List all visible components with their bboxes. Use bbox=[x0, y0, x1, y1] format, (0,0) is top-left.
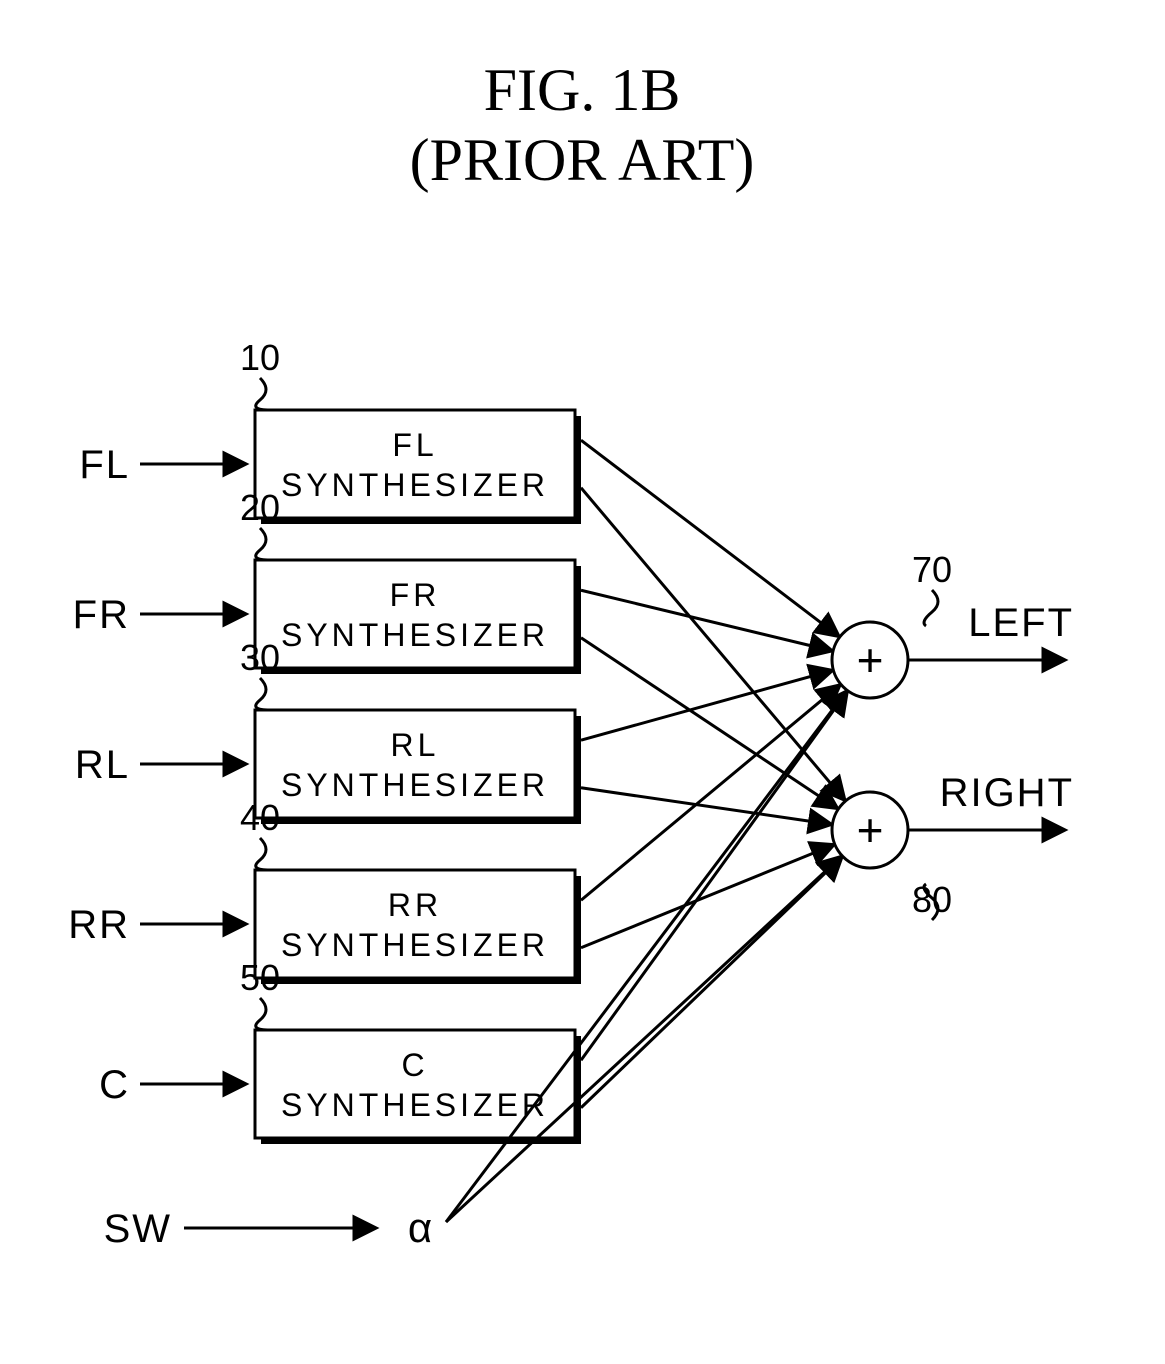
figure-title-line-2: (PRIOR ART) bbox=[410, 127, 755, 193]
signal-edge bbox=[581, 788, 830, 824]
input-label: RL bbox=[75, 743, 130, 787]
reference-number: 10 bbox=[240, 337, 280, 378]
synth-block-line1: RR bbox=[388, 887, 442, 923]
reference-number: 30 bbox=[240, 637, 280, 678]
synth-block: RR SYNTHESIZER RR 40 bbox=[68, 797, 581, 984]
synthesizer-blocks: FL SYNTHESIZER FL 10 FR SYNTHESIZER FR 20 RL SYNT… bbox=[68, 337, 581, 1144]
adder-symbol: + bbox=[857, 804, 884, 856]
synth-block-line2: SYNTHESIZER bbox=[281, 467, 549, 503]
synth-block-line2: SYNTHESIZER bbox=[281, 927, 549, 963]
alpha-symbol: α bbox=[408, 1204, 432, 1251]
adder-symbol: + bbox=[857, 634, 884, 686]
signal-edge bbox=[581, 590, 831, 650]
synth-block: C SYNTHESIZER C 50 bbox=[99, 957, 581, 1144]
signal-edge bbox=[581, 692, 847, 1060]
adder: +80RIGHT bbox=[832, 771, 1074, 920]
input-label: RR bbox=[68, 903, 130, 947]
input-label: FL bbox=[79, 443, 130, 487]
signal-edge bbox=[581, 671, 831, 741]
adders: +70 LEFT +80RIGHT bbox=[832, 549, 1074, 920]
adder: +70 LEFT bbox=[832, 549, 1074, 698]
synth-block-line1: FL bbox=[392, 427, 437, 463]
synth-block-line1: C bbox=[401, 1047, 428, 1083]
synth-block-line2: SYNTHESIZER bbox=[281, 617, 549, 653]
figure-title: FIG. 1B (PRIOR ART) bbox=[410, 57, 755, 193]
synth-block-line2: SYNTHESIZER bbox=[281, 767, 549, 803]
signal-edge bbox=[581, 845, 833, 948]
figure-title-line-1: FIG. 1B bbox=[484, 57, 681, 123]
reference-number: 40 bbox=[240, 797, 280, 838]
reference-number: 20 bbox=[240, 487, 280, 528]
input-label: C bbox=[99, 1063, 130, 1107]
signal-edge bbox=[581, 440, 838, 636]
input-label: FR bbox=[73, 593, 130, 637]
synth-block-line1: RL bbox=[391, 727, 440, 763]
sw-input: SW α bbox=[104, 1204, 433, 1251]
synth-block: FL SYNTHESIZER FL 10 bbox=[79, 337, 581, 524]
synth-block-line2: SYNTHESIZER bbox=[281, 1087, 549, 1123]
synth-block-line1: FR bbox=[390, 577, 441, 613]
signal-edge bbox=[581, 638, 837, 808]
input-label: SW bbox=[104, 1207, 172, 1251]
output-label: RIGHT bbox=[940, 771, 1074, 815]
reference-number: 70 bbox=[912, 549, 952, 590]
reference-number: 50 bbox=[240, 957, 280, 998]
output-label: LEFT bbox=[968, 601, 1074, 645]
